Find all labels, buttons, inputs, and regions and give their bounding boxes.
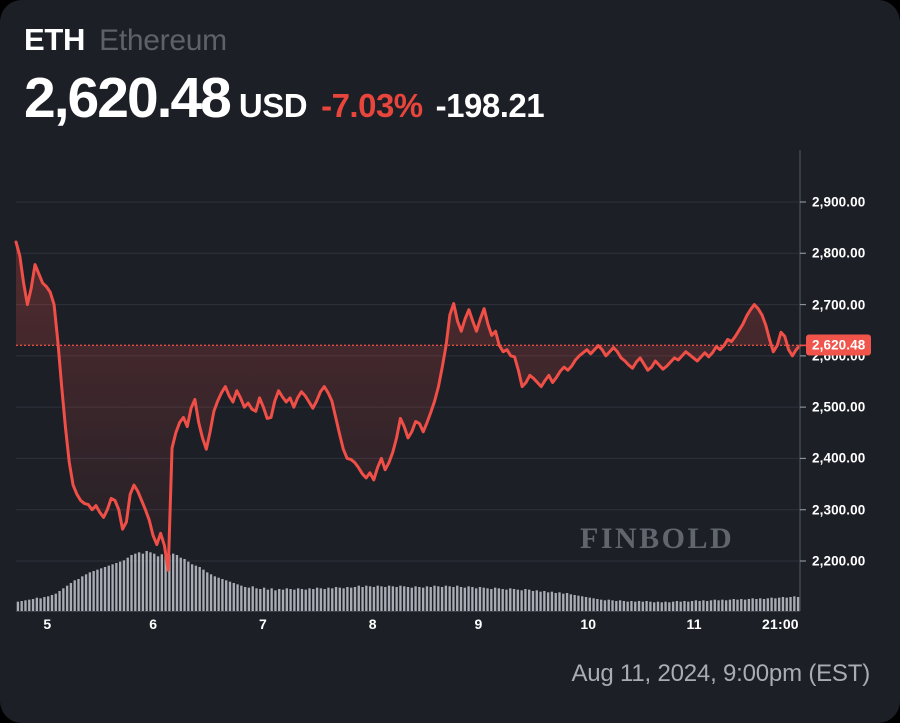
ticker-row: ETH Ethereum bbox=[24, 22, 900, 62]
y-axis-tick: 2,300.00 bbox=[812, 502, 866, 518]
change-percent: -7.03% bbox=[321, 87, 423, 124]
y-axis-tick: 2,900.00 bbox=[812, 194, 866, 210]
current-price-badge: 2,620.48 bbox=[806, 334, 872, 356]
chart-canvas bbox=[14, 150, 806, 612]
volume-bars bbox=[16, 551, 800, 611]
asset-symbol: ETH bbox=[24, 22, 86, 57]
y-axis-tick: 2,200.00 bbox=[812, 553, 866, 569]
price-row: 2,620.48 USD -7.03% -198.21 bbox=[24, 70, 900, 127]
price-line bbox=[14, 240, 802, 572]
x-axis-tick: 6 bbox=[149, 616, 158, 632]
x-axis-tick: 21:00 bbox=[761, 616, 799, 632]
x-axis-tick: 10 bbox=[580, 616, 597, 632]
x-axis-tick: 7 bbox=[258, 616, 267, 632]
timestamp-label: Aug 11, 2024, 9:00pm (EST) bbox=[571, 660, 870, 687]
y-axis-tick: 2,700.00 bbox=[812, 297, 866, 313]
y-axis-tick: 2,500.00 bbox=[812, 399, 866, 415]
chart-header: ETH Ethereum 2,620.48 USD -7.03% -198.21 bbox=[0, 0, 900, 127]
chart-area-fill bbox=[16, 242, 800, 571]
current-price: 2,620.48 bbox=[24, 66, 232, 130]
chart-area[interactable]: 2,900.00 2,800.00 2,700.00 2,600.00 2,500.00… bbox=[0, 150, 900, 650]
change-absolute: -198.21 bbox=[435, 87, 545, 124]
x-axis-tick: 9 bbox=[474, 616, 483, 632]
x-axis-labels: 5 6 7 8 9 10 11 21:00 bbox=[0, 616, 900, 640]
y-axis-tick: 2,800.00 bbox=[812, 245, 866, 261]
finbold-watermark: FINBOLD bbox=[580, 522, 735, 555]
currency-label: USD bbox=[238, 87, 308, 124]
y-axis-tick: 2,400.00 bbox=[812, 450, 866, 466]
x-axis-tick: 8 bbox=[368, 616, 377, 632]
x-axis-tick: 11 bbox=[686, 616, 702, 632]
chart-axes bbox=[16, 150, 806, 612]
asset-name: Ethereum bbox=[99, 24, 227, 57]
x-axis-tick: 5 bbox=[43, 616, 52, 632]
